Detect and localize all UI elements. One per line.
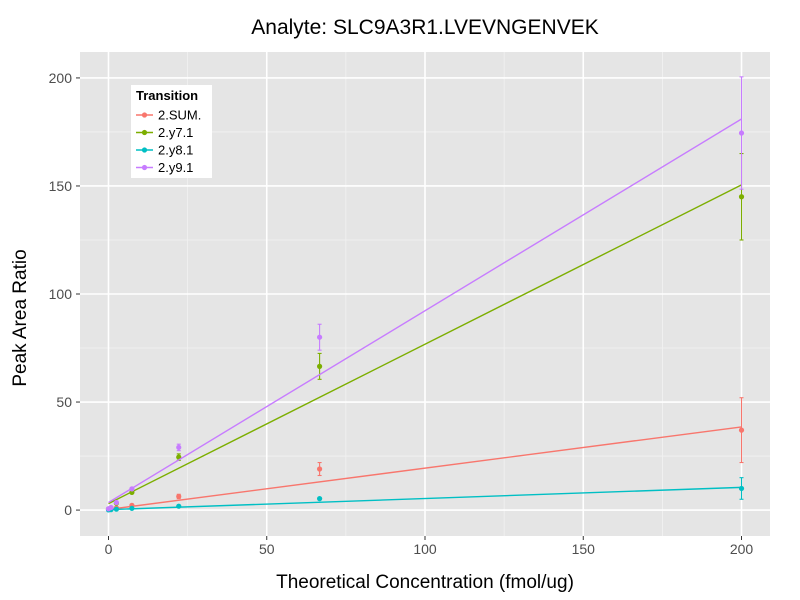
legend-key-point (141, 147, 148, 153)
legend-key-point (141, 164, 148, 171)
series-2.y9.1 (105, 76, 745, 512)
data-point (176, 444, 182, 451)
x-tick-label: 100 (413, 541, 437, 557)
y-tick-label: 100 (49, 286, 73, 302)
legend-label: 2.SUM. (158, 108, 201, 123)
x-tick-label: 200 (730, 541, 754, 557)
data-point (738, 485, 745, 492)
chart-title: Analyte: SLC9A3R1.LVEVNGENVEK (251, 16, 598, 39)
legend-entry: 2.y9.1 (136, 160, 193, 175)
legend-title: Transition (136, 88, 198, 103)
legend: Transition 2.SUM. 2.y7.1 2.y8.1 2.y9.1 (131, 85, 212, 178)
y-tick-label: 50 (56, 394, 72, 410)
legend-label: 2.y8.1 (158, 143, 193, 158)
legend-label: 2.y7.1 (158, 125, 193, 140)
legend-entry: 2.y7.1 (136, 125, 193, 140)
y-axis-title: Peak Area Ratio (10, 249, 31, 386)
x-tick-label: 50 (259, 541, 275, 557)
data-point (738, 194, 745, 200)
data-point (113, 506, 119, 512)
data-point (317, 496, 323, 502)
data-point (317, 363, 323, 369)
data-point (176, 503, 182, 509)
legend-entry: 2.y8.1 (136, 143, 193, 158)
data-point (738, 130, 745, 136)
x-tick-label: 0 (105, 541, 113, 557)
fit-line (108, 118, 742, 504)
data-point (129, 505, 135, 511)
data-point (317, 466, 323, 472)
data-point (176, 493, 182, 500)
fit-line (108, 486, 742, 511)
data-point (738, 427, 745, 433)
fit-line (108, 426, 742, 511)
y-tick-label: 150 (49, 178, 73, 194)
legend-entry: 2.SUM. (136, 108, 201, 123)
data-point (317, 334, 323, 340)
x-tick-label: 150 (572, 541, 596, 557)
data-point (129, 486, 135, 492)
legend-key-point (141, 112, 148, 118)
legend-label: 2.y9.1 (158, 160, 193, 175)
fit-line (108, 184, 742, 505)
data-point (113, 499, 119, 506)
legend-key-point (141, 129, 148, 136)
y-tick-label: 200 (49, 70, 73, 86)
data-point (108, 504, 114, 511)
x-axis-title: Theoretical Concentration (fmol/ug) (276, 572, 574, 593)
y-tick-label: 0 (64, 502, 72, 518)
